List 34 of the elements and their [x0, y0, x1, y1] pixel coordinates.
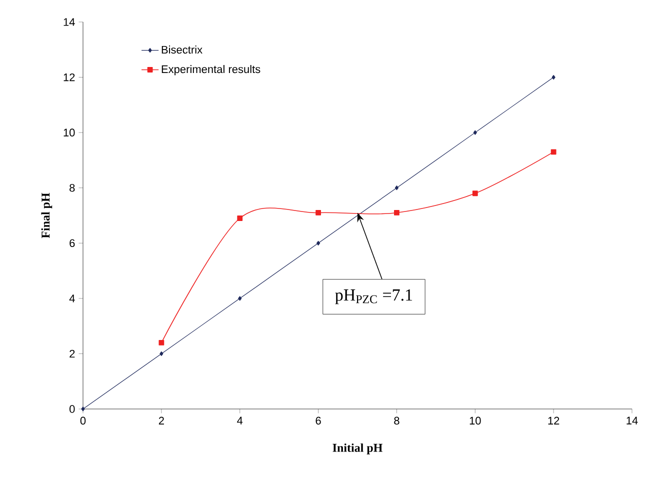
- y-tick-label: 4: [69, 294, 75, 302]
- x-tick-label: 14: [626, 416, 638, 424]
- x-tick-label: 2: [158, 416, 164, 424]
- point: [550, 149, 556, 155]
- legend-label: Experimental results: [162, 65, 260, 76]
- point: [394, 210, 400, 216]
- legend-label: Bisectrix: [162, 46, 202, 54]
- y-tick-label: 12: [64, 73, 75, 82]
- point: [316, 240, 320, 246]
- point: [316, 210, 321, 216]
- annotation: pH$_{PZC}$ =7.1: [335, 289, 412, 304]
- x-tick-label: 8: [394, 416, 400, 425]
- point: [158, 340, 164, 346]
- y-tick-label: 10: [64, 128, 75, 136]
- point: [552, 74, 556, 80]
- point: [160, 351, 164, 356]
- y-tick-label: 8: [70, 184, 75, 192]
- y-tick-label: 14: [64, 18, 75, 26]
- y-tick-label: 6: [70, 239, 75, 248]
- x-tick-label: 6: [316, 416, 321, 425]
- x-tick-label: 10: [470, 416, 481, 425]
- x-axis-title: Initial pH: [332, 443, 382, 454]
- point: [238, 296, 242, 301]
- point: [237, 216, 243, 221]
- point: [81, 406, 85, 412]
- x-tick-label: 4: [237, 416, 243, 424]
- point: [394, 186, 399, 190]
- point: [472, 190, 478, 196]
- point: [473, 130, 477, 135]
- y-axis-title: Final pH: [41, 192, 52, 238]
- x-tick-label: 0: [80, 416, 86, 425]
- y-tick-label: 2: [70, 350, 75, 358]
- y-tick-label: 0: [70, 405, 75, 413]
- x-tick-label: 12: [548, 416, 560, 424]
